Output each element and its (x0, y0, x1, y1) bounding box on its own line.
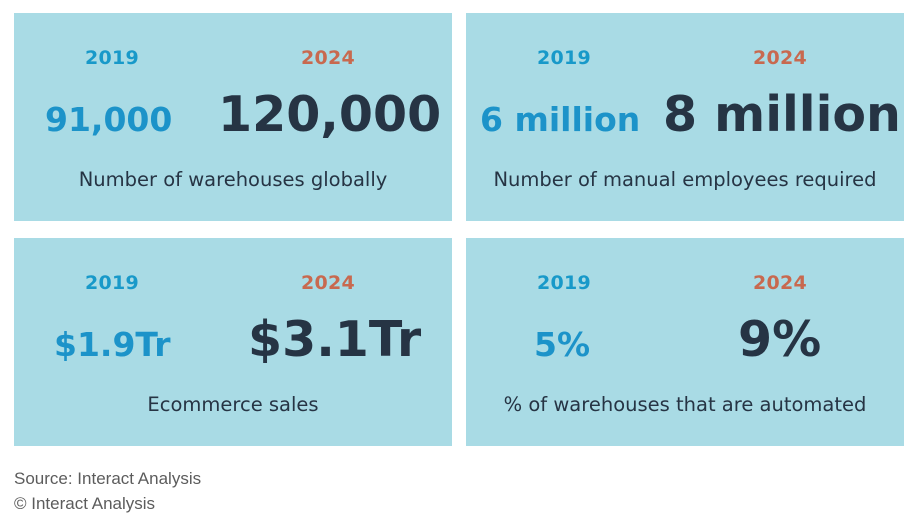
value-2024: $3.1Tr (248, 311, 422, 368)
metric-label: Ecommerce sales (147, 393, 319, 416)
stat-card-warehouses: 2019 2024 91,000 120,000 Number of wareh… (14, 13, 452, 221)
stat-card-employees: 2019 2024 6 million 8 million Number of … (466, 13, 904, 221)
year-2024-label: 2024 (301, 272, 356, 294)
year-2019-label: 2019 (85, 47, 140, 69)
year-2019-label: 2019 (537, 272, 592, 294)
year-2024-label: 2024 (301, 47, 356, 69)
metric-label: % of warehouses that are automated (503, 393, 867, 416)
year-2019-label: 2019 (85, 272, 140, 294)
value-2024: 120,000 (218, 86, 442, 143)
value-2019: 6 million (480, 100, 641, 139)
metric-label: Number of manual employees required (493, 168, 877, 191)
value-2019: 91,000 (45, 100, 173, 139)
copyright-note: © Interact Analysis (14, 494, 156, 513)
source-note: Source: Interact Analysis (14, 469, 202, 488)
stat-card-automation: 2019 2024 5% 9% % of warehouses that are… (466, 238, 904, 446)
value-2019: 5% (534, 325, 591, 364)
year-2024-label: 2024 (753, 272, 808, 294)
value-2024: 9% (738, 311, 822, 368)
metric-label: Number of warehouses globally (78, 168, 388, 191)
stat-card-ecommerce: 2019 2024 $1.9Tr $3.1Tr Ecommerce sales (14, 238, 452, 446)
value-2024: 8 million (663, 86, 901, 143)
year-2024-label: 2024 (753, 47, 808, 69)
value-2019: $1.9Tr (54, 325, 171, 364)
year-2019-label: 2019 (537, 47, 592, 69)
